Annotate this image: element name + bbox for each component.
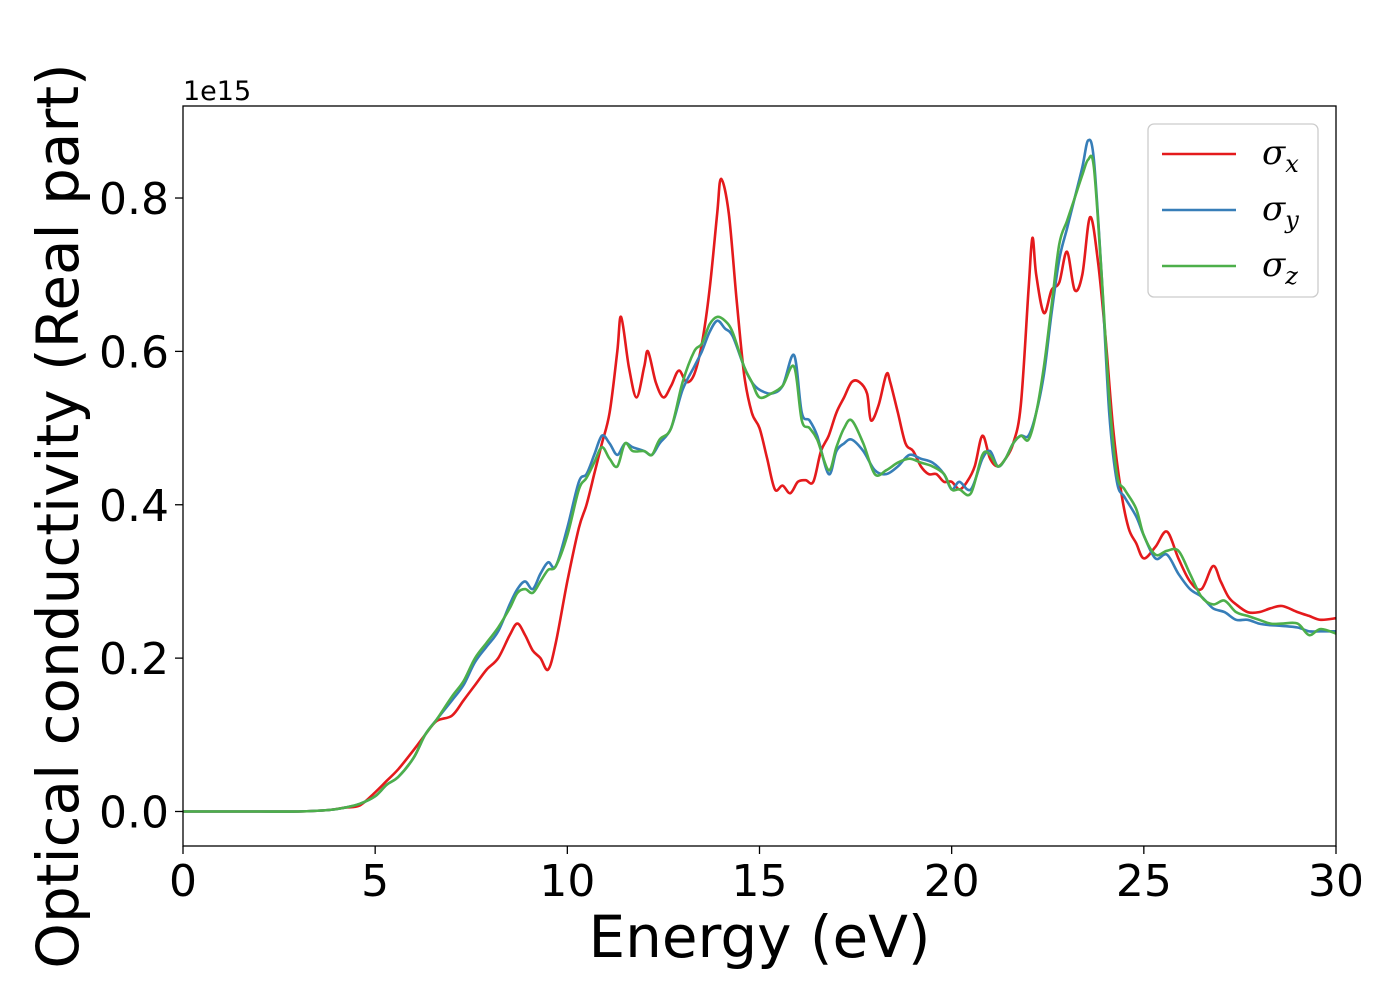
y-tick-label: 0.0: [99, 787, 169, 838]
legend-symbol: σ: [1262, 245, 1286, 285]
legend-symbol: σ: [1262, 189, 1286, 229]
series-line-sigma-x: [183, 177, 1336, 813]
legend-subscript: y: [1284, 206, 1299, 234]
x-tick-label: 10: [539, 856, 595, 907]
legend-label-sigma-x: σx: [1262, 133, 1299, 178]
series-line-sigma-z: [183, 154, 1336, 813]
x-tick-label: 5: [361, 856, 389, 907]
legend-subscript: z: [1284, 262, 1298, 290]
x-tick-label: 30: [1308, 856, 1364, 907]
legend-label-sigma-y: σy: [1262, 189, 1299, 234]
x-axis-label: Energy (eV): [588, 903, 930, 971]
x-tick-label: 15: [732, 856, 788, 907]
y-axis-label: Optical conductivity (Real part): [24, 63, 92, 968]
y-tick-label: 0.2: [99, 634, 169, 685]
x-tick-label: 20: [924, 856, 980, 907]
y-tick-label: 0.4: [99, 481, 169, 532]
y-tick-label: 0.8: [99, 174, 169, 225]
x-tick-label: 25: [1116, 856, 1172, 907]
series-layer: [183, 138, 1336, 813]
y-offset-label: 1e15: [183, 76, 251, 107]
legend-symbol: σ: [1262, 133, 1286, 173]
x-tick-label: 0: [169, 856, 197, 907]
legend-label-sigma-z: σz: [1262, 245, 1298, 290]
series-line-sigma-y: [183, 138, 1336, 813]
axes-layer: 0 5 10 15 20 25 30 0.0 0.2 0.4 0.6 0.8 1e15 Energy (e…: [24, 63, 1364, 971]
legend-subscript: x: [1285, 150, 1299, 178]
y-tick-label: 0.6: [99, 327, 169, 378]
